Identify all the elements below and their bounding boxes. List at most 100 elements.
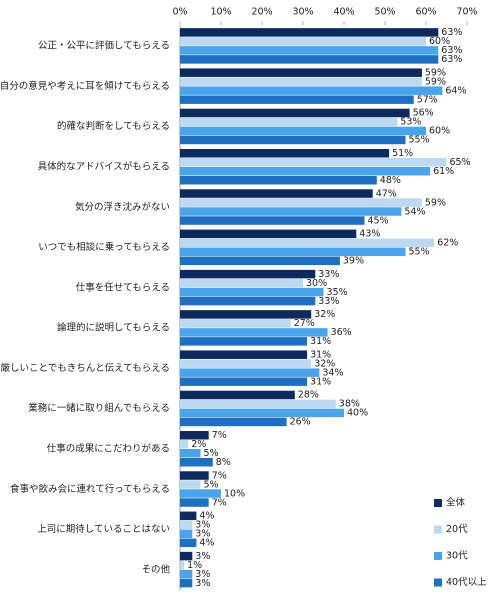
value-label: 32% xyxy=(314,358,335,369)
category-label: いつでも相談に乗ってもらえる xyxy=(38,241,170,253)
bar xyxy=(180,229,357,239)
category-label: 的確な判断をしてもらえる xyxy=(57,120,170,132)
value-label: 59% xyxy=(425,76,446,87)
value-label: 5% xyxy=(204,479,219,490)
bar xyxy=(180,350,308,359)
x-tick-label: 70% xyxy=(456,7,477,18)
x-tick-label: 0% xyxy=(172,7,187,18)
category-label: 論理的に説明してもらえる xyxy=(57,322,170,334)
value-label: 27% xyxy=(294,318,315,329)
legend-label: 40代以上 xyxy=(446,577,487,588)
value-label: 48% xyxy=(380,175,401,186)
bar xyxy=(180,278,303,288)
bar xyxy=(180,408,344,418)
bar xyxy=(180,37,426,46)
bar xyxy=(180,238,435,248)
bar xyxy=(180,55,439,64)
bar xyxy=(180,578,193,588)
bar xyxy=(180,176,377,185)
value-label: 3% xyxy=(195,569,210,580)
value-label: 34% xyxy=(322,367,343,378)
bar xyxy=(180,377,308,386)
value-label: 28% xyxy=(298,390,319,401)
value-label: 54% xyxy=(404,206,425,217)
value-label: 7% xyxy=(212,497,227,508)
value-label: 59% xyxy=(425,67,446,78)
bar xyxy=(180,68,422,77)
bar xyxy=(180,167,431,176)
value-label: 62% xyxy=(437,238,458,249)
value-label: 10% xyxy=(224,488,245,499)
value-label: 60% xyxy=(429,126,450,137)
bar xyxy=(180,511,197,521)
bar xyxy=(180,529,193,539)
value-label: 4% xyxy=(199,538,214,549)
value-label: 26% xyxy=(290,417,311,428)
value-label: 61% xyxy=(433,166,454,177)
value-label: 30% xyxy=(306,278,327,289)
value-label: 32% xyxy=(314,309,335,320)
value-label: 1% xyxy=(187,560,202,571)
bar xyxy=(180,86,443,95)
bar xyxy=(180,28,439,37)
value-label: 45% xyxy=(368,215,389,226)
value-label: 4% xyxy=(199,511,214,522)
value-label: 64% xyxy=(445,85,466,96)
bar xyxy=(180,108,410,118)
value-label: 3% xyxy=(195,551,210,562)
bar xyxy=(180,498,209,507)
x-tick-label: 40% xyxy=(333,7,354,18)
value-label: 8% xyxy=(216,457,231,468)
value-label: 31% xyxy=(310,336,331,347)
bar xyxy=(180,247,406,257)
category-label: 仕事を任せてもらえる xyxy=(76,281,170,293)
category-label: 上司に期待していることはない xyxy=(37,523,170,535)
bar xyxy=(180,480,201,489)
x-tick-label: 20% xyxy=(251,7,272,18)
value-label: 47% xyxy=(376,188,397,199)
bar xyxy=(180,551,193,561)
bar xyxy=(180,368,320,377)
value-label: 7% xyxy=(212,470,227,481)
value-label: 55% xyxy=(409,247,430,258)
value-label: 36% xyxy=(331,327,352,338)
value-label: 31% xyxy=(310,349,331,360)
value-label: 59% xyxy=(425,197,446,208)
bar xyxy=(180,431,209,440)
value-label: 65% xyxy=(450,157,471,168)
bar xyxy=(180,46,439,55)
bar xyxy=(180,158,447,167)
bar xyxy=(180,310,312,319)
value-label: 55% xyxy=(409,135,430,146)
bar xyxy=(180,538,197,548)
category-label: 厳しいことでもきちんと伝えてもらえる xyxy=(1,362,170,374)
value-label: 63% xyxy=(441,45,462,56)
legend-swatch xyxy=(434,499,442,507)
value-label: 5% xyxy=(204,448,219,459)
bar xyxy=(180,77,422,86)
value-label: 31% xyxy=(310,376,331,387)
bar xyxy=(180,449,201,458)
value-label: 56% xyxy=(413,108,434,119)
bar xyxy=(180,287,324,297)
bar xyxy=(180,569,193,579)
value-label: 43% xyxy=(359,229,380,240)
bar xyxy=(180,319,291,328)
bar xyxy=(180,149,390,158)
bar xyxy=(180,489,221,498)
bar xyxy=(180,520,193,530)
bar xyxy=(180,256,340,266)
x-tick-label: 10% xyxy=(210,7,231,18)
bar xyxy=(180,458,213,467)
bar xyxy=(180,560,185,570)
category-label: 業務に一緒に取り組んでもらえる xyxy=(28,402,170,414)
category-label: 気分の浮き沈みがない xyxy=(75,201,170,213)
value-label: 63% xyxy=(441,54,462,65)
value-label: 60% xyxy=(429,36,450,47)
category-label: 食事や飲み会に連れて行ってもらえる xyxy=(10,483,170,495)
x-tick-label: 50% xyxy=(374,7,395,18)
legend-swatch xyxy=(434,552,442,560)
value-label: 38% xyxy=(339,399,360,410)
category-label: 具体的なアドバイスがもらえる xyxy=(38,161,170,173)
